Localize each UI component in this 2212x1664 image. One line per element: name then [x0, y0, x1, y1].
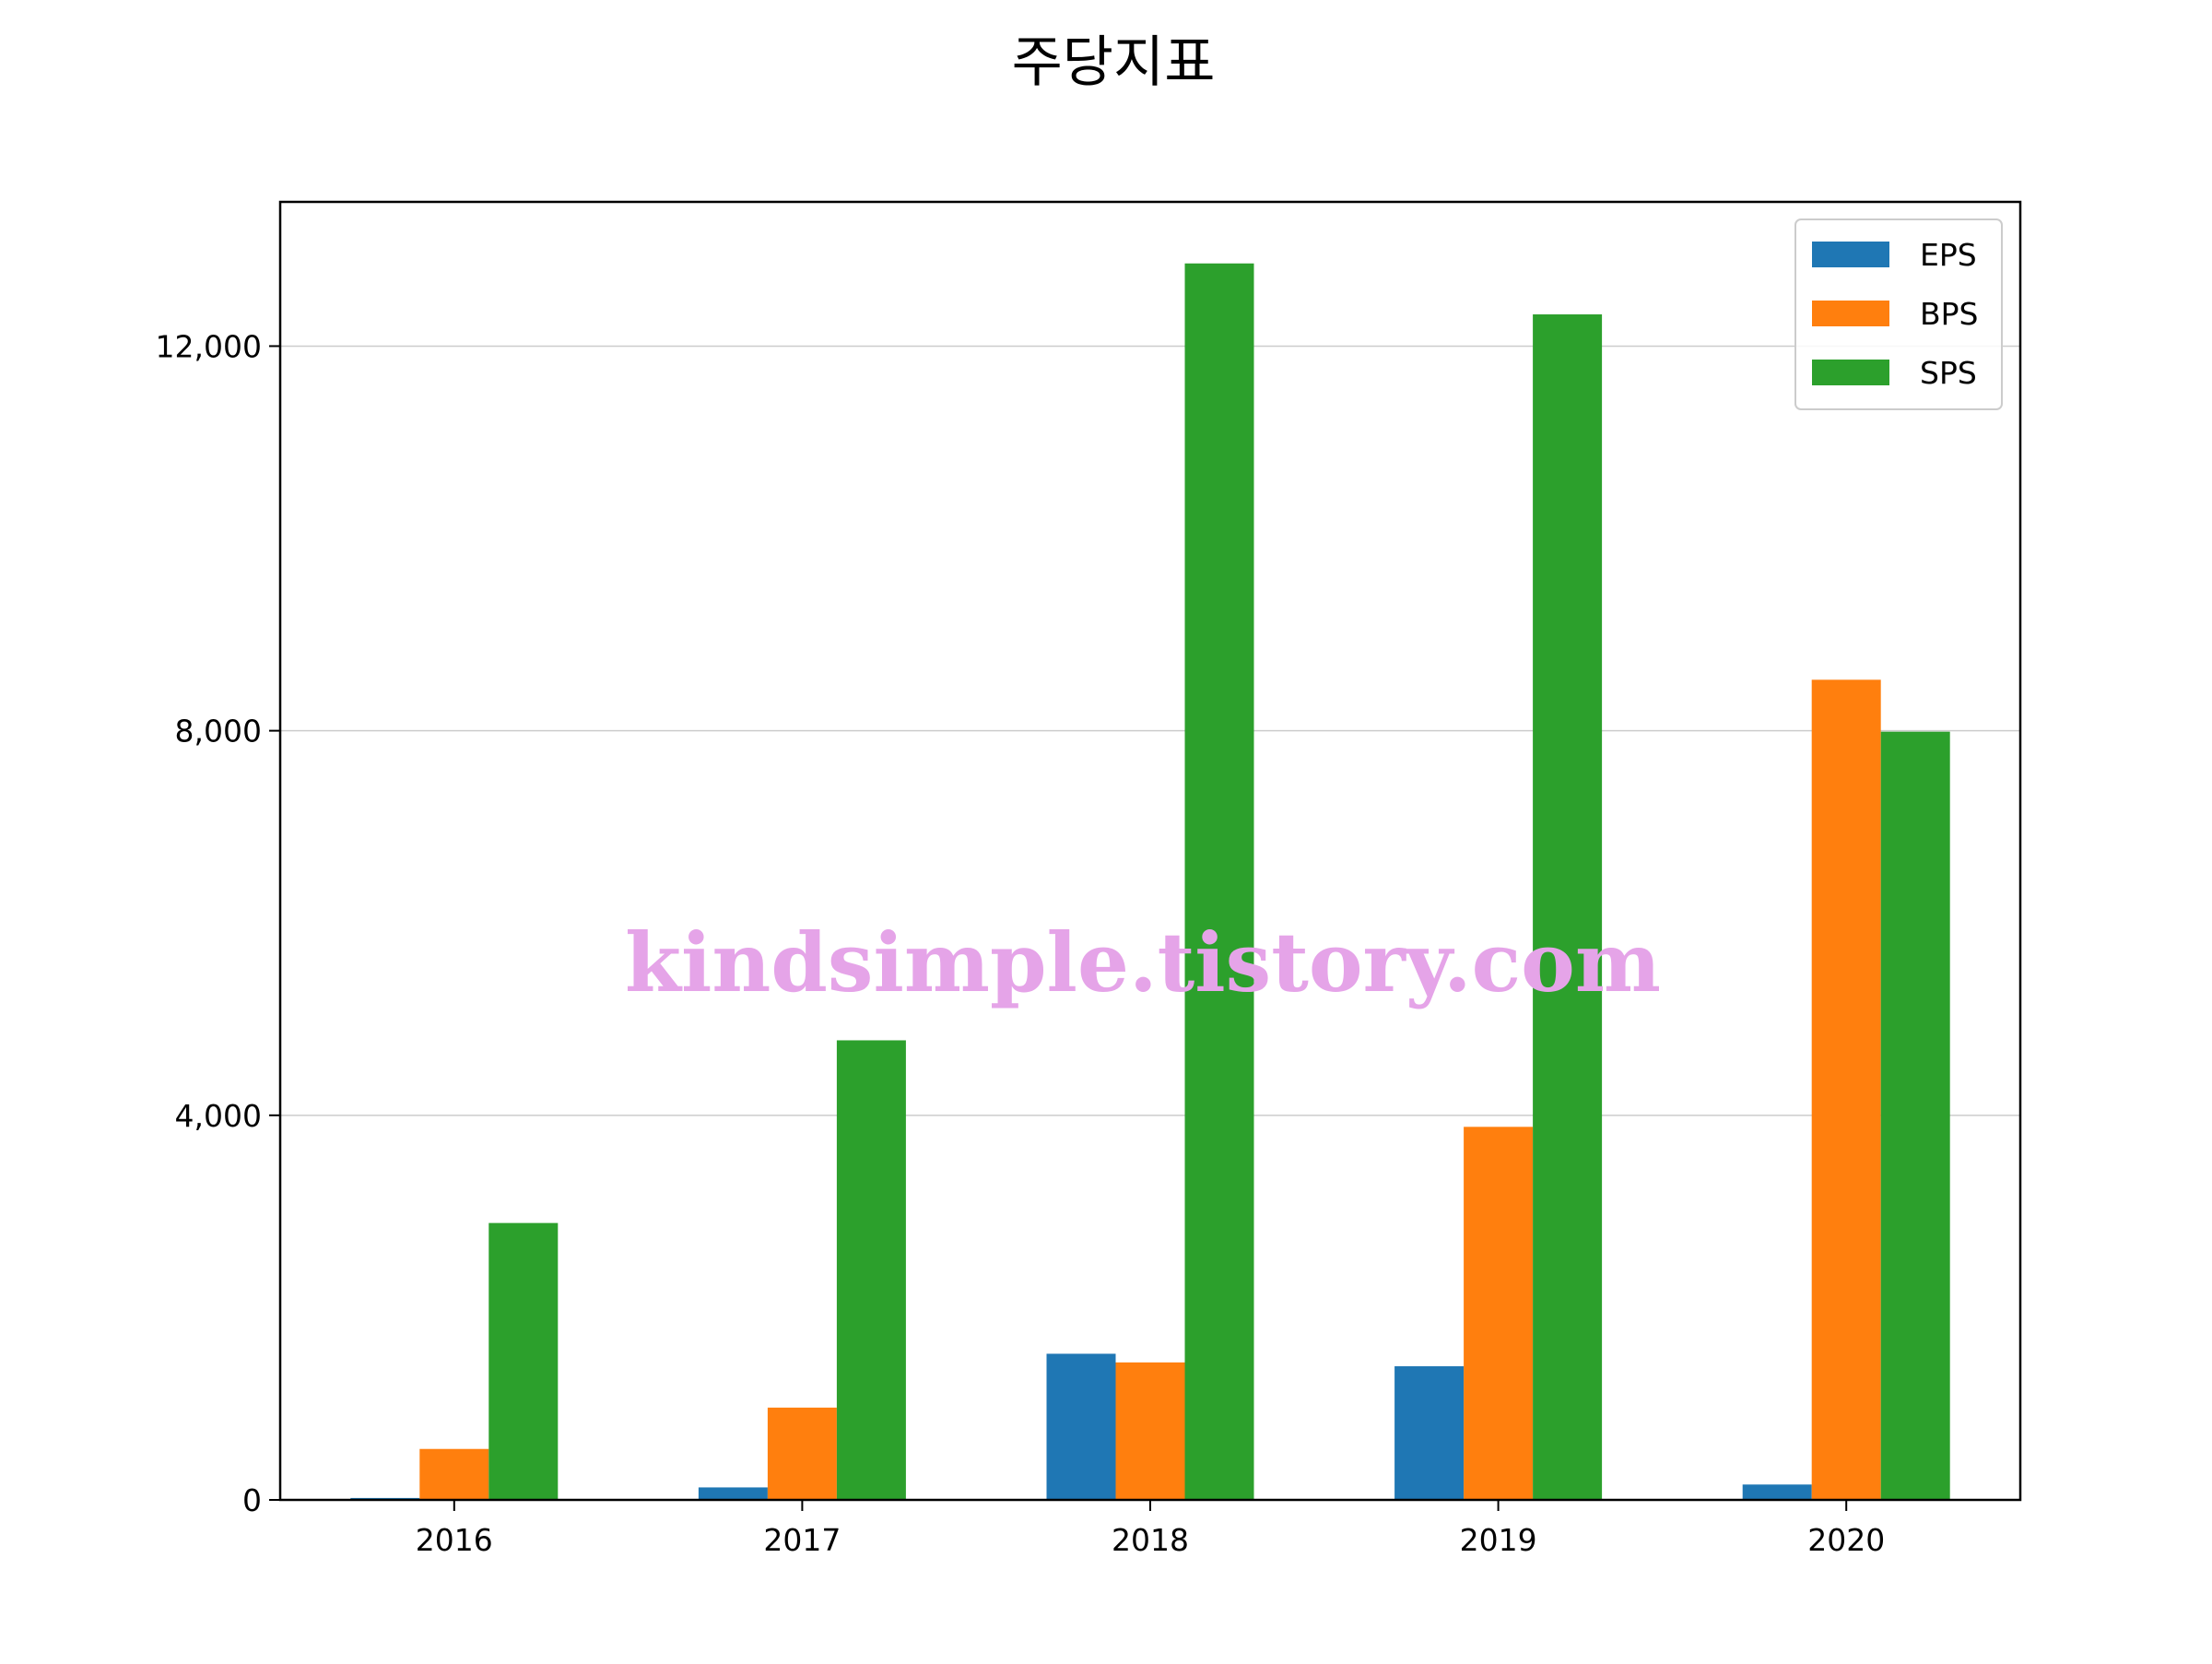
chart-title: 주당지표 — [1012, 30, 1216, 95]
tick-labels: 0 4,000 8,000 12,000 2016 2017 2018 2019 2020 — [156, 328, 1886, 1558]
bar-eps-2018 — [1046, 1353, 1116, 1500]
bar-bps-2017 — [767, 1407, 837, 1500]
y-tick-label-2: 8,000 — [175, 714, 262, 749]
y-tick-label-1: 4,000 — [175, 1098, 262, 1134]
bar-sps-2017 — [836, 1040, 906, 1500]
axes — [269, 200, 2022, 1511]
grid-lines — [280, 345, 2020, 1116]
x-tick-label-2: 2018 — [1112, 1522, 1189, 1558]
legend-label-sps: SPS — [1920, 355, 1977, 391]
watermark-text: kindsimple.tistory.com — [625, 915, 1661, 1010]
bar-bps-2020 — [1811, 679, 1881, 1500]
bar-sps-2019 — [1533, 314, 1603, 1501]
y-tick-label-0: 0 — [242, 1482, 262, 1518]
x-tick-label-0: 2016 — [416, 1522, 493, 1558]
plot-frame — [278, 200, 2022, 1502]
x-tick-label-1: 2017 — [763, 1522, 841, 1558]
bar-bps-2016 — [419, 1448, 489, 1500]
legend-label-bps: BPS — [1920, 296, 1979, 332]
x-tick-label-4: 2020 — [1807, 1522, 1885, 1558]
y-tick-label-3: 12,000 — [156, 328, 262, 364]
bars — [350, 263, 1950, 1501]
x-tick-label-3: 2019 — [1460, 1522, 1537, 1558]
bar-eps-2019 — [1394, 1366, 1465, 1500]
bar-eps-2017 — [698, 1487, 768, 1500]
bar-sps-2018 — [1184, 263, 1254, 1500]
legend-swatch-bps — [1812, 301, 1889, 326]
legend-label-eps: EPS — [1920, 237, 1977, 273]
legend: EPS BPS SPS — [1794, 218, 2003, 410]
legend-swatch-eps — [1812, 242, 1889, 267]
bar-bps-2019 — [1464, 1127, 1534, 1500]
legend-swatch-sps — [1812, 360, 1889, 385]
bar-sps-2016 — [488, 1222, 559, 1500]
bar-eps-2020 — [1742, 1484, 1812, 1500]
bar-sps-2020 — [1880, 731, 1950, 1500]
bar-bps-2018 — [1115, 1362, 1185, 1500]
